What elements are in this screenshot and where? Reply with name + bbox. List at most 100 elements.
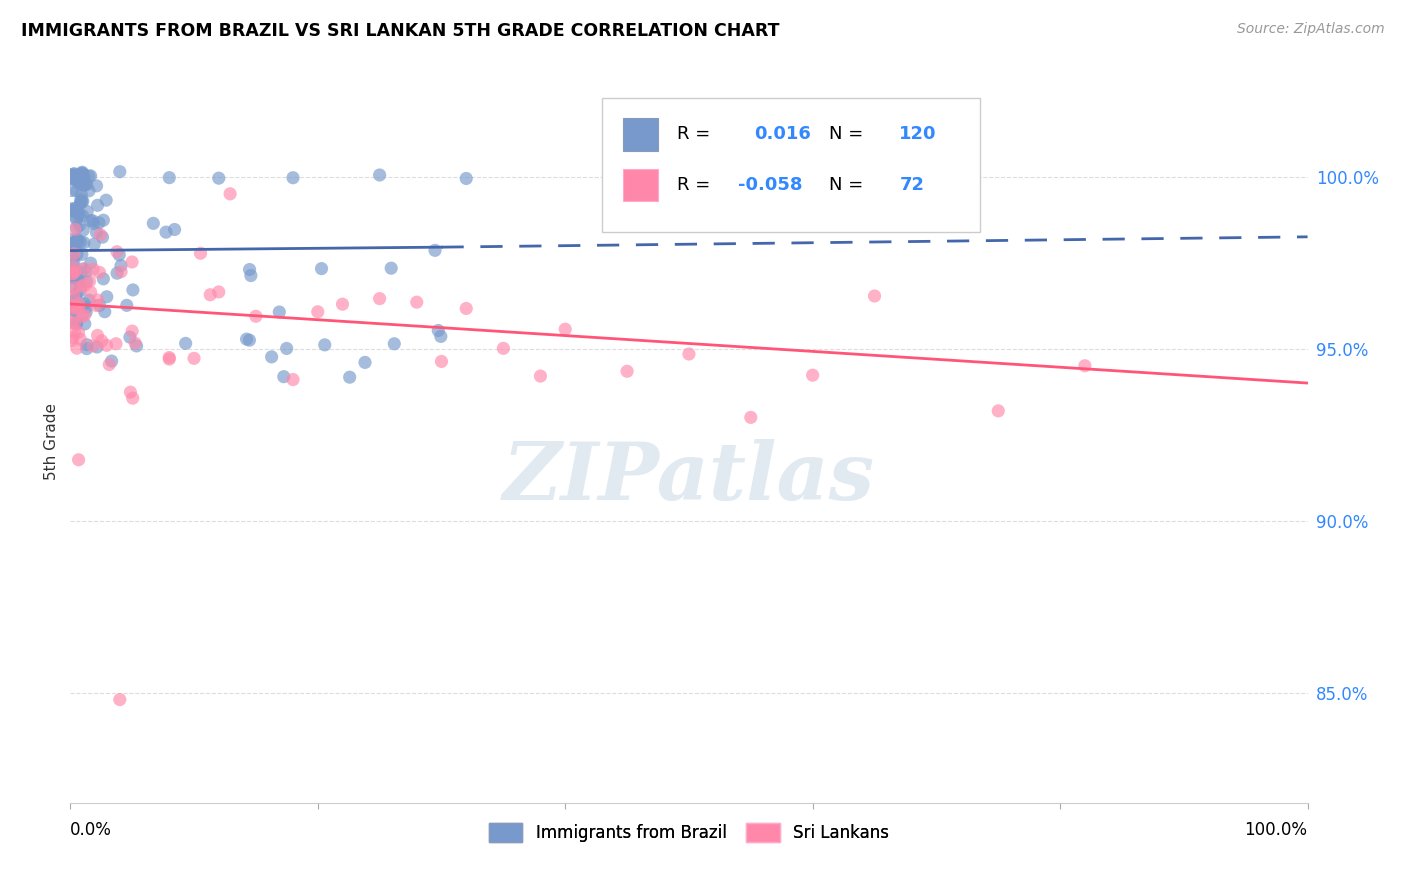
Point [65, 170, 87, 185]
Point [76, 342, 98, 356]
Point [77, 169, 100, 183]
Point [65, 211, 87, 225]
Point [73, 262, 96, 277]
Point [63, 325, 86, 339]
Point [65, 220, 87, 235]
Text: 0.016: 0.016 [755, 126, 811, 144]
Text: R =: R = [676, 126, 710, 144]
Point [311, 261, 333, 276]
Point [70, 279, 93, 293]
Point [380, 261, 402, 276]
Point [208, 171, 231, 186]
Point [63, 170, 86, 185]
Point [79, 285, 101, 300]
Point [73, 278, 96, 293]
Point [260, 350, 283, 364]
Point [69, 332, 91, 346]
Point [678, 347, 700, 361]
Point [75, 301, 97, 315]
Point [190, 246, 212, 260]
Point [86, 178, 108, 193]
Point [66, 171, 89, 186]
Point [62, 330, 84, 344]
Point [108, 248, 131, 262]
Point [82, 262, 104, 277]
Point [69, 170, 91, 185]
Point [219, 186, 242, 201]
Point [121, 391, 143, 405]
Point [67, 176, 90, 190]
Point [65, 300, 87, 314]
Point [72, 176, 94, 190]
Point [67, 301, 90, 316]
Point [65, 292, 87, 306]
Point [60, 294, 83, 309]
Point [93, 272, 115, 286]
Point [66, 173, 89, 187]
Point [307, 305, 329, 319]
Point [76, 275, 98, 289]
Point [79, 213, 101, 227]
Point [70, 194, 93, 209]
Text: ZIPatlas: ZIPatlas [503, 439, 875, 516]
Text: R =: R = [676, 176, 710, 194]
Point [60, 169, 83, 183]
Point [65, 201, 87, 215]
Point [63, 316, 86, 330]
Point [110, 265, 132, 279]
Point [1074, 359, 1097, 373]
Point [67, 297, 90, 311]
Point [69, 175, 91, 189]
Text: N =: N = [828, 126, 863, 144]
Point [91, 230, 114, 244]
Point [105, 244, 128, 259]
Point [456, 171, 478, 186]
Point [65, 264, 87, 278]
Point [281, 373, 304, 387]
Point [69, 178, 91, 192]
Point [339, 370, 361, 384]
Point [86, 293, 108, 307]
Point [208, 285, 231, 299]
Point [82, 213, 104, 227]
Point [86, 340, 108, 354]
Point [273, 369, 295, 384]
Point [62, 254, 84, 268]
Point [60, 316, 83, 330]
Point [79, 274, 101, 288]
Point [70, 174, 93, 188]
Point [79, 256, 101, 270]
Point [200, 287, 222, 301]
Point [60, 202, 83, 216]
Point [60, 334, 83, 348]
Point [121, 324, 143, 338]
Point [62, 288, 84, 302]
Point [60, 256, 83, 270]
Point [69, 193, 91, 207]
Point [492, 342, 515, 356]
Bar [623, 119, 658, 151]
Point [62, 304, 84, 318]
Point [93, 213, 115, 227]
Point [89, 298, 111, 312]
Point [118, 330, 141, 344]
Point [65, 171, 87, 186]
Point [65, 317, 87, 331]
Point [60, 203, 83, 218]
FancyBboxPatch shape [602, 98, 980, 232]
Point [62, 204, 84, 219]
Point [405, 295, 427, 310]
Point [60, 168, 83, 182]
Point [62, 266, 84, 280]
Point [740, 410, 762, 425]
Point [142, 216, 165, 230]
Point [62, 169, 84, 183]
Point [245, 310, 267, 324]
Point [108, 164, 131, 178]
Point [60, 301, 83, 315]
Point [76, 204, 98, 219]
Point [66, 233, 89, 247]
Point [456, 301, 478, 316]
Legend: Immigrants from Brazil, Sri Lankans: Immigrants from Brazil, Sri Lankans [482, 816, 896, 848]
Point [60, 233, 83, 247]
